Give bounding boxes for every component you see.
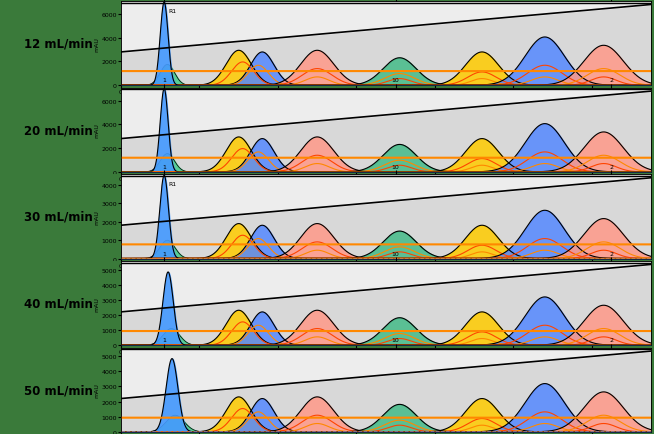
Text: R1: R1 (169, 9, 177, 14)
Text: R1: R1 (169, 182, 177, 187)
Y-axis label: mAU: mAU (95, 382, 100, 397)
Text: 40 mL/min: 40 mL/min (24, 297, 94, 310)
Text: 30 mL/min: 30 mL/min (24, 210, 94, 224)
Y-axis label: mAU: mAU (95, 296, 100, 311)
Text: 50 mL/min: 50 mL/min (24, 383, 94, 396)
Y-axis label: mAU: mAU (95, 123, 100, 138)
Y-axis label: mAU: mAU (95, 37, 100, 52)
Y-axis label: mAU: mAU (95, 210, 100, 224)
Text: 20 mL/min: 20 mL/min (24, 124, 94, 137)
Text: 12 mL/min: 12 mL/min (24, 38, 94, 51)
